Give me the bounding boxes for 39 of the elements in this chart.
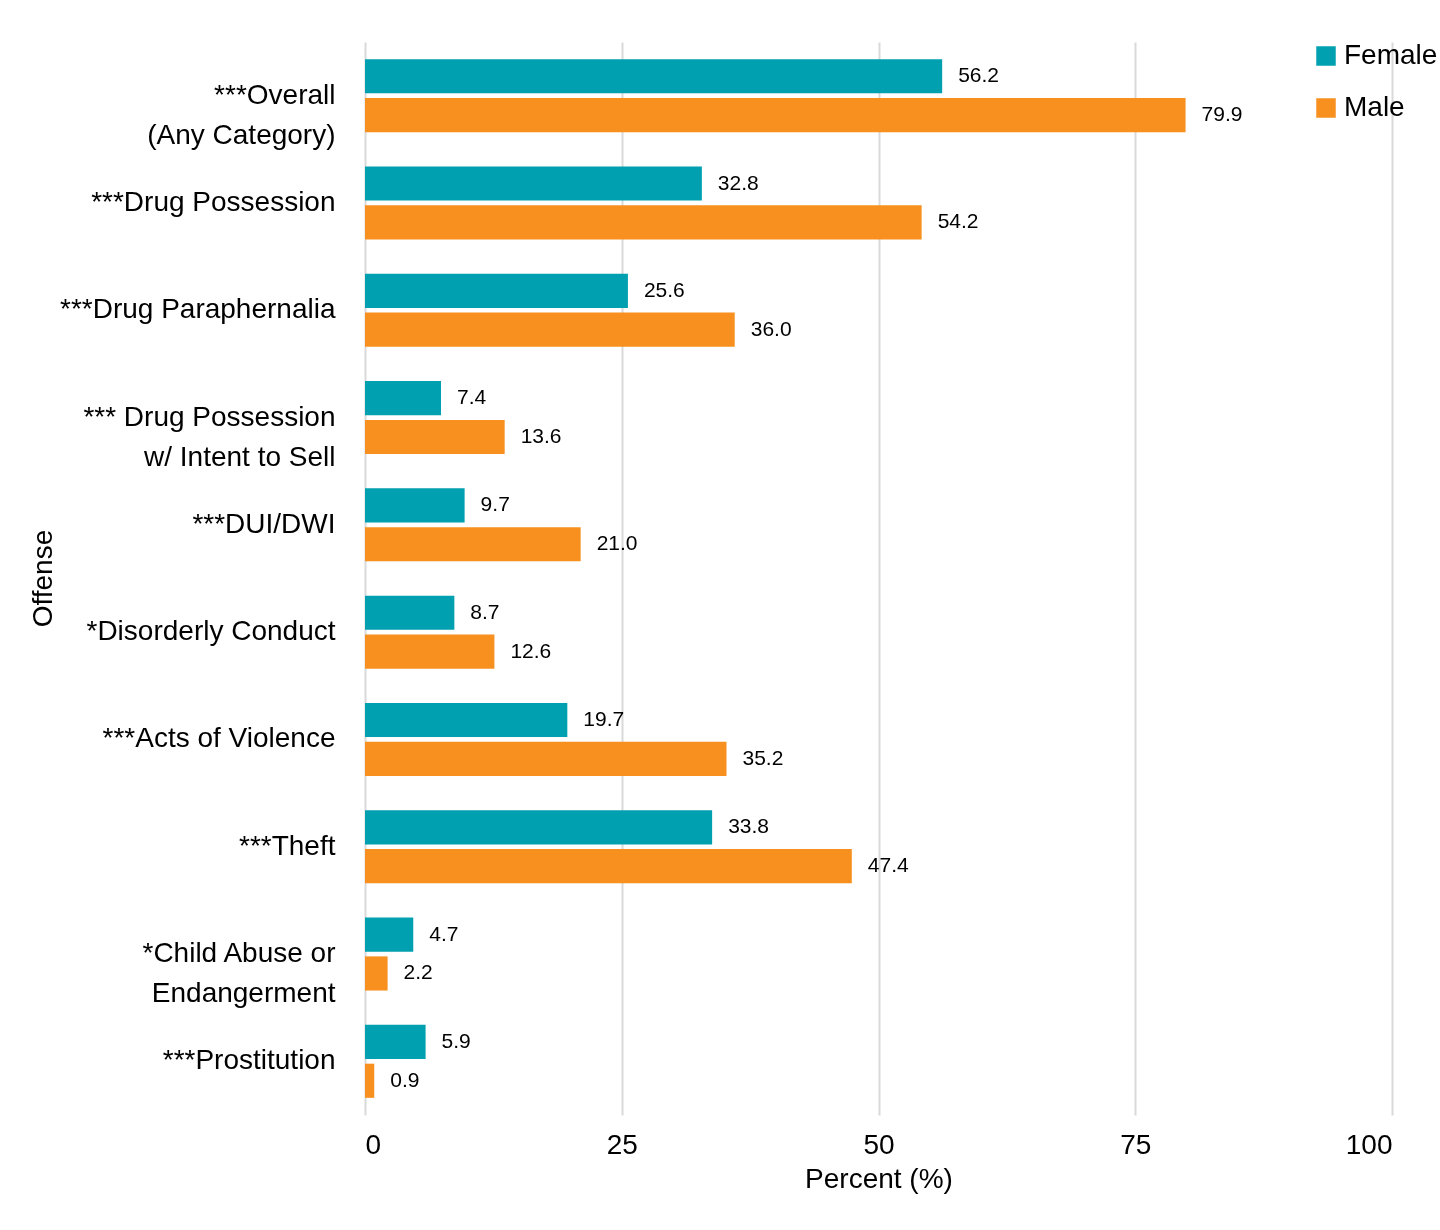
data-label: 0.9 bbox=[390, 1067, 420, 1091]
x-axis-title: Percent (%) bbox=[805, 1162, 953, 1194]
data-label: 56.2 bbox=[958, 63, 1000, 87]
data-label: 32.8 bbox=[717, 170, 759, 194]
y-tick-label: ***Overall (Any Category) bbox=[147, 78, 336, 150]
data-label: 21.0 bbox=[596, 531, 638, 555]
y-axis-title: Offense bbox=[26, 529, 58, 628]
data-label: 35.2 bbox=[742, 745, 784, 769]
data-label: 5.9 bbox=[441, 1028, 471, 1052]
x-tick-label: 100 bbox=[1345, 1128, 1393, 1160]
data-label: 19.7 bbox=[583, 707, 625, 731]
data-label: 25.6 bbox=[643, 277, 685, 301]
x-tick-label: 50 bbox=[863, 1128, 895, 1160]
data-label: 54.2 bbox=[937, 209, 979, 233]
legend-label: Male bbox=[1344, 91, 1405, 122]
y-tick-label: ***DUI/DWI bbox=[192, 507, 336, 539]
y-tick-label: ***Drug Paraphernalia bbox=[59, 293, 336, 325]
data-label: 7.4 bbox=[457, 385, 487, 409]
y-tick-label: ***Theft bbox=[239, 829, 336, 861]
y-tick-label: *Disorderly Conduct bbox=[86, 615, 336, 647]
data-label: 36.0 bbox=[750, 316, 792, 340]
data-label: 33.8 bbox=[728, 814, 769, 838]
legend-label: Female bbox=[1344, 39, 1438, 70]
y-tick-label: ***Prostitution bbox=[162, 1044, 336, 1076]
data-label: 2.2 bbox=[403, 960, 433, 984]
y-tick-label: *** Drug Possession w/ Intent to Sell bbox=[83, 400, 336, 472]
data-label: 47.4 bbox=[867, 853, 909, 877]
x-tick-label: 0 bbox=[365, 1128, 382, 1160]
y-tick-label: ***Acts of Violence bbox=[102, 722, 336, 754]
y-tick-label: ***Drug Possession bbox=[91, 185, 336, 217]
x-tick-label: 25 bbox=[606, 1128, 638, 1160]
data-label: 13.6 bbox=[520, 423, 562, 447]
data-label: 9.7 bbox=[480, 492, 510, 516]
y-tick-label: *Child Abuse or Endangerment bbox=[142, 937, 336, 1009]
data-label: 12.6 bbox=[510, 638, 552, 662]
data-label: 4.7 bbox=[429, 921, 459, 945]
data-label: 8.7 bbox=[470, 599, 500, 623]
x-tick-label: 75 bbox=[1120, 1128, 1152, 1160]
data-label: 79.9 bbox=[1201, 102, 1243, 126]
